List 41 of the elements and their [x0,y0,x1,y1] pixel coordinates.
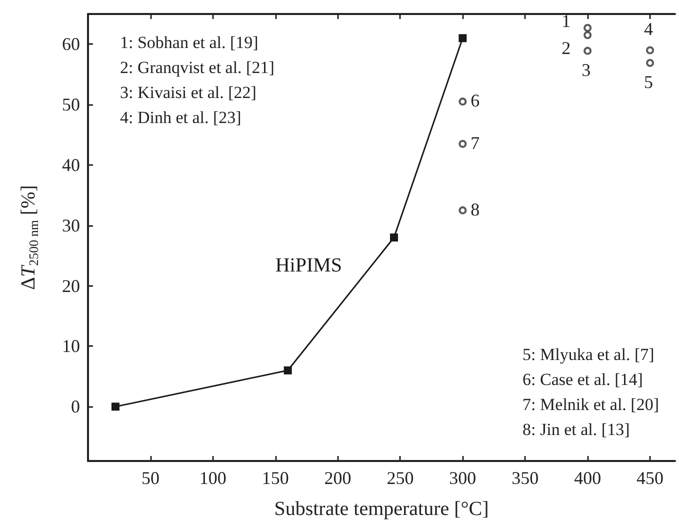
x-tick-label: 150 [262,468,289,488]
y-tick-label: 20 [62,276,80,296]
y-axis-title: ΔT2500 nm [%] [18,185,41,290]
x-tick-label: 50 [141,468,160,488]
point [458,140,467,148]
x-tick-label: 100 [199,468,226,488]
point [111,402,120,411]
point [390,234,398,242]
annotation: 1 [562,10,571,31]
x-axis-title: Substrate temperature [°C] [274,498,489,520]
x-tick-label: 350 [512,468,539,488]
y-tick-label: 40 [62,155,80,176]
point [458,206,467,214]
x-tick-label: 200 [324,468,352,488]
point [646,58,654,67]
annotation: 1: Sobhan et al. [19] 2: Granqvist et al. [21] 3: Kivaisi et al. [22] 4: Dinh et al. [23] [120,33,274,127]
series-label: HiPIMS [275,254,342,277]
annotation: 5 [644,72,654,92]
annotation: 2 [562,38,571,58]
annotation: 7 [470,132,480,153]
y-tick-label: 50 [62,94,80,115]
annotation: 3 [582,60,591,80]
x-tick-label: 300 [449,468,476,488]
point [458,34,467,42]
point [458,98,467,106]
point [584,24,592,32]
y-tick-label: 60 [62,34,80,54]
y-tick-label: 30 [62,215,80,236]
annotation: 5: Mlyuka et al. [7] 6: Case et al. [14] 7: Melnik et al. [20] 8: Jin et al. [13] [522,345,660,439]
point [584,46,592,55]
x-tick-label: 450 [636,468,664,488]
point [646,46,654,54]
point [284,366,292,374]
annotation: 8 [470,199,480,220]
x-tick-label: 400 [574,468,602,488]
x-tick-label: 250 [386,468,414,488]
point [584,31,592,40]
y-tick-label: 10 [62,336,80,356]
annotation: 6 [470,90,480,111]
annotation: 4 [644,19,654,40]
y-tick-label: 0 [71,396,80,417]
